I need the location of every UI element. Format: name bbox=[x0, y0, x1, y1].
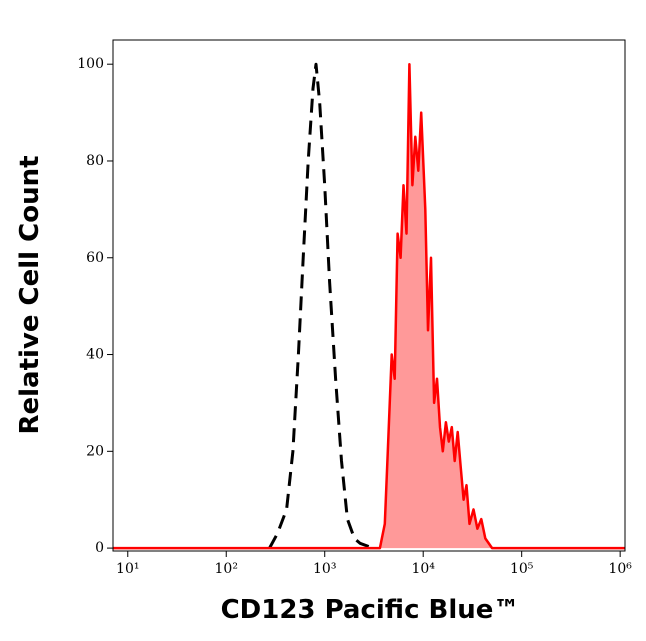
y-tick-label: 80 bbox=[86, 153, 104, 169]
area bbox=[113, 64, 625, 549]
line bbox=[268, 62, 374, 550]
plot-frame bbox=[112, 39, 626, 552]
x-tick-label: 10³ bbox=[313, 561, 336, 577]
y-tick-label: 0 bbox=[95, 540, 104, 556]
y-tick-label: 40 bbox=[86, 347, 104, 363]
x-axis-title: CD123 Pacific Blue™ bbox=[221, 595, 520, 625]
x-tick-label: 10² bbox=[215, 561, 238, 577]
x-tick-label: 10¹ bbox=[116, 561, 139, 577]
x-tick-label: 10⁶ bbox=[608, 561, 632, 577]
y-axis-title: Relative Cell Count bbox=[15, 155, 45, 434]
x-tick-label: 10⁵ bbox=[510, 561, 534, 577]
y-tick-label: 20 bbox=[86, 443, 104, 459]
y-tick-label: 100 bbox=[77, 56, 104, 72]
x-tick-label: 10⁴ bbox=[411, 561, 435, 577]
line bbox=[113, 62, 625, 550]
y-tick-label: 60 bbox=[86, 250, 104, 266]
